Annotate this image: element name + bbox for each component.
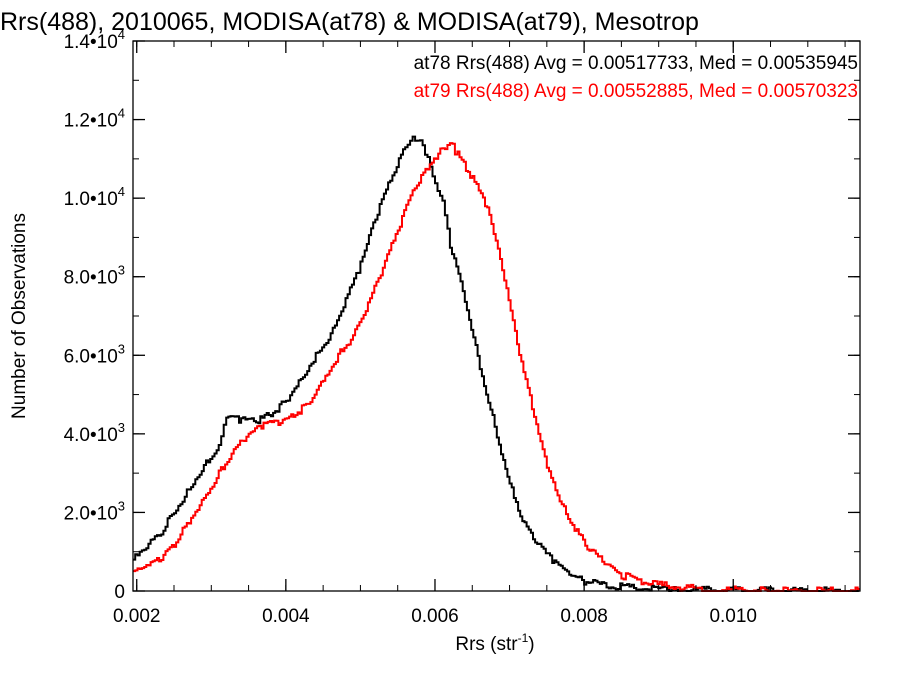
y-tick-label: 6.0•103 <box>64 341 125 367</box>
x-tick-label: 0.004 <box>262 606 310 627</box>
x-axis-label-close: ) <box>528 634 534 655</box>
y-tick-label: 1.2•104 <box>64 106 125 132</box>
chart-title: Rrs(488), 2010065, MODISA(at78) & MODISA… <box>0 8 699 36</box>
annotation-at79: at79 Rrs(488) Avg = 0.00552885, Med = 0.… <box>414 81 858 102</box>
y-tick-label: 2.0•103 <box>64 498 125 524</box>
plot-frame <box>132 40 861 592</box>
x-tick-label: 0.006 <box>411 606 459 627</box>
x-tick-label: 0.002 <box>113 606 161 627</box>
stats-annotations: at78 Rrs(488) Avg = 0.00517733, Med = 0.… <box>414 53 858 102</box>
series-layer <box>133 135 860 592</box>
x-axis-label-text: Rrs (str <box>455 634 518 655</box>
annotation-at78: at78 Rrs(488) Avg = 0.00517733, Med = 0.… <box>414 53 858 74</box>
y-tick-label: 1.4•104 <box>64 27 125 53</box>
series-line-at79 <box>133 142 860 592</box>
y-tick-label: 8.0•103 <box>64 263 125 289</box>
x-axis: 0.002 0.004 0.006 0.008 0.010 <box>113 41 846 627</box>
x-tick-label: 0.008 <box>560 606 608 627</box>
y-tick-label: 4.0•103 <box>64 420 125 446</box>
x-axis-label-superscript: -1 <box>518 631 529 645</box>
y-tick-label: 1.0•104 <box>64 184 125 210</box>
y-axis-label: Number of Observations <box>9 213 30 419</box>
series-line-at78 <box>133 135 860 592</box>
y-tick-label: 0 <box>114 582 125 603</box>
x-tick-label: 0.010 <box>709 606 757 627</box>
y-axis: 0 2.0•103 4.0•103 6.0•103 8.0•103 1.0•104 1.2•… <box>64 27 860 603</box>
x-axis-label: Rrs (str-1) <box>455 631 534 655</box>
